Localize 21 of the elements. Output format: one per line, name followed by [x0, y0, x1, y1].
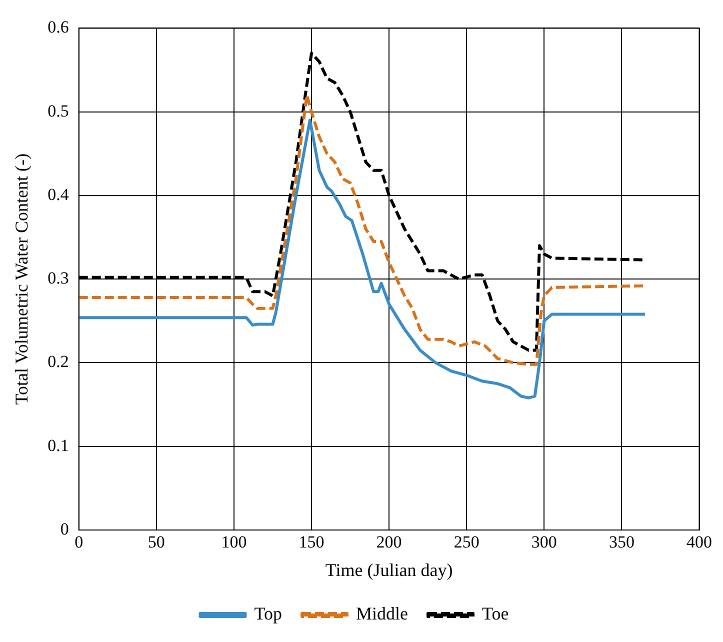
x-axis-title: Time (Julian day) — [325, 560, 453, 580]
y-tick-label: 0 — [60, 519, 69, 538]
x-tick-label: 300 — [531, 532, 557, 552]
x-tick-label: 0 — [74, 532, 84, 552]
y-tick-label: 0.5 — [48, 101, 69, 120]
legend-label: Top — [254, 604, 282, 624]
x-tick-label: 100 — [221, 532, 247, 552]
legend-label: Middle — [356, 604, 408, 624]
x-tick-label: 150 — [298, 532, 324, 552]
x-tick-label: 250 — [454, 532, 480, 552]
x-tick-label: 350 — [608, 532, 634, 552]
y-axis-title: Total Volumetric Water Content (-) — [12, 153, 32, 405]
x-tick-label: 400 — [686, 532, 712, 552]
y-tick-label: 0.4 — [48, 184, 70, 204]
y-tick-label: 0.3 — [48, 268, 69, 288]
legend-label: Toe — [482, 604, 509, 624]
y-tick-label: 0.2 — [48, 352, 69, 372]
x-tick-label: 50 — [148, 532, 165, 552]
y-tick-label: 0.1 — [48, 436, 69, 455]
y-tick-label: 0.6 — [48, 18, 69, 37]
x-tick-label: 200 — [376, 532, 402, 552]
